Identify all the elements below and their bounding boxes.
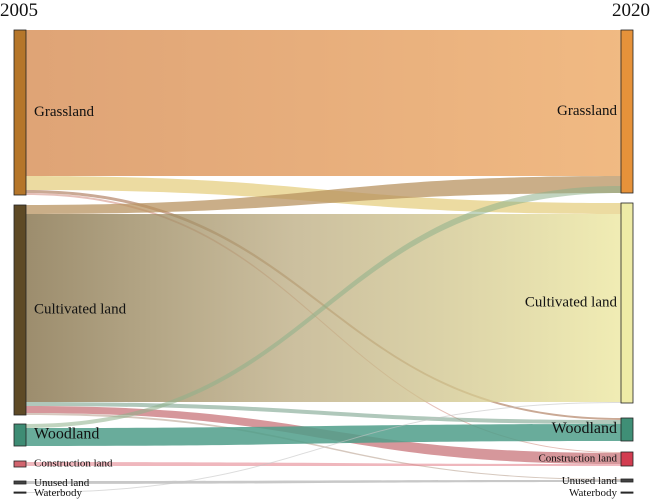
node-left-unused — [13, 480, 27, 485]
node-label-right-waterbody: Waterbody — [569, 487, 617, 499]
node-left-woodland — [13, 423, 27, 447]
flow-woodland-to-grassland — [26, 186, 621, 428]
node-label-right-unused: Unused land — [562, 475, 618, 487]
node-label-left-cultivated: Cultivated land — [34, 301, 127, 317]
node-left-cultivated — [13, 204, 27, 416]
node-left-construction — [13, 460, 27, 468]
node-label-left-construction: Construction land — [34, 458, 113, 470]
node-label-right-construction: Construction land — [538, 453, 617, 465]
node-right-unused — [620, 478, 634, 483]
node-right-woodland — [620, 417, 634, 442]
node-left-waterbody — [13, 491, 27, 494]
node-right-waterbody — [620, 491, 634, 494]
flow-waterbody-to-cultivated — [26, 402, 621, 493]
flow-cultivated-to-unused — [26, 413, 621, 480]
node-label-right-grassland: Grassland — [557, 103, 617, 119]
node-right-grassland — [620, 29, 634, 194]
flow-unused-to-unused — [26, 480, 621, 484]
node-right-cultivated — [620, 202, 634, 404]
flow-cultivated-to-grassland — [26, 176, 621, 214]
flow-grassland-to-grassland — [26, 30, 621, 176]
year-right-label: 2020 — [612, 0, 650, 21]
node-left-grassland — [13, 29, 27, 196]
node-layer: Grassland Grassland Cultivated land Cultiva… — [13, 29, 634, 499]
node-label-left-waterbody: Waterbody — [34, 487, 82, 499]
flow-layer — [26, 30, 621, 493]
node-label-left-woodland: Woodland — [34, 426, 99, 443]
node-label-left-grassland: Grassland — [34, 104, 94, 120]
flow-cultivated-to-woodland — [26, 402, 621, 424]
node-label-right-cultivated: Cultivated land — [525, 294, 618, 310]
node-right-construction — [620, 451, 634, 467]
year-left-label: 2005 — [0, 0, 38, 21]
node-label-right-woodland: Woodland — [552, 420, 617, 437]
flow-construction-to-construction — [26, 462, 621, 466]
node-label-left-unused: Unused land — [34, 477, 90, 489]
flow-woodland-to-woodland — [26, 424, 621, 446]
